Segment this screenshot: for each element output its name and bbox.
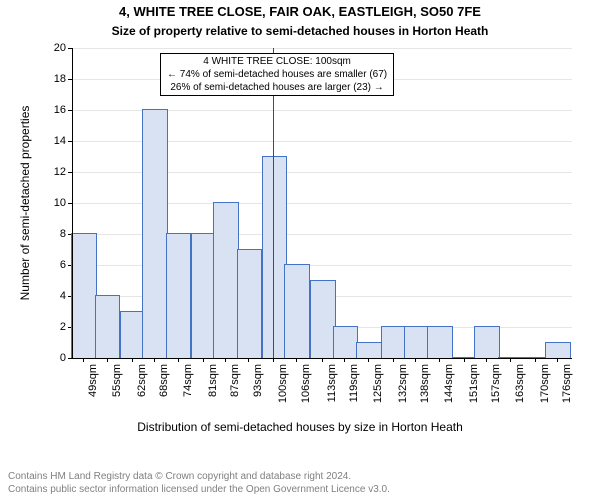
x-tick-label: 151sqm	[468, 364, 480, 403]
histogram-bar	[333, 326, 359, 358]
histogram-bar	[142, 109, 168, 358]
x-tick-label: 176sqm	[561, 364, 573, 403]
histogram-bar	[474, 326, 500, 358]
y-tick-label: 16	[54, 104, 66, 116]
y-tick-label: 18	[54, 73, 66, 85]
x-tick-label: 87sqm	[229, 364, 241, 397]
histogram-bar	[95, 295, 121, 358]
histogram-bar	[284, 264, 310, 358]
annotation-line1: 4 WHITE TREE CLOSE: 100sqm	[167, 55, 387, 68]
x-axis-label: Distribution of semi-detached houses by …	[0, 420, 600, 434]
histogram-bar	[356, 342, 382, 359]
plot-area: 0246810121416182049sqm55sqm62sqm68sqm74s…	[72, 48, 572, 358]
histogram-bar	[404, 326, 430, 358]
x-tick-label: 68sqm	[158, 364, 170, 397]
y-tick-label: 12	[54, 166, 66, 178]
footer-attribution: Contains HM Land Registry data © Crown c…	[8, 471, 390, 496]
x-tick-label: 138sqm	[419, 364, 431, 403]
x-tick-label: 74sqm	[182, 364, 194, 397]
histogram-bar	[166, 233, 192, 358]
histogram-bar	[237, 249, 263, 359]
x-tick-label: 163sqm	[514, 364, 526, 403]
y-tick-label: 4	[60, 290, 66, 302]
x-tick-label: 170sqm	[539, 364, 551, 403]
annotation-line3: 26% of semi-detached houses are larger (…	[167, 81, 387, 94]
x-tick-label: 157sqm	[490, 364, 502, 403]
histogram-bar	[71, 233, 97, 358]
histogram-bar	[213, 202, 239, 358]
histogram-bar	[545, 342, 571, 359]
x-tick-label: 132sqm	[397, 364, 409, 403]
y-axis-label: Number of semi-detached properties	[18, 48, 32, 358]
x-tick-label: 49sqm	[87, 364, 99, 397]
y-tick-label: 0	[60, 352, 66, 364]
y-tick-label: 6	[60, 259, 66, 271]
x-tick-label: 113sqm	[326, 364, 338, 402]
x-tick-label: 125sqm	[372, 364, 384, 403]
annotation-line2: ← 74% of semi-detached houses are smalle…	[167, 68, 387, 81]
x-tick-label: 106sqm	[300, 364, 312, 403]
x-tick-label: 62sqm	[136, 364, 148, 397]
x-tick-label: 93sqm	[252, 364, 264, 397]
y-tick-label: 14	[54, 135, 66, 147]
y-tick-label: 8	[60, 228, 66, 240]
chart-subtitle: Size of property relative to semi-detach…	[0, 24, 600, 38]
y-tick-label: 20	[54, 42, 66, 54]
y-tick-label: 2	[60, 321, 66, 333]
y-tick-label: 10	[54, 197, 66, 209]
x-tick-label: 119sqm	[348, 364, 360, 402]
x-tick-label: 100sqm	[277, 364, 289, 403]
x-tick-label: 81sqm	[207, 364, 219, 397]
footer-line2: Contains public sector information licen…	[8, 484, 390, 497]
annotation-box: 4 WHITE TREE CLOSE: 100sqm← 74% of semi-…	[160, 53, 394, 96]
x-tick-label: 144sqm	[443, 364, 455, 403]
chart-container: { "title": "4, WHITE TREE CLOSE, FAIR OA…	[0, 0, 600, 500]
histogram-bar	[427, 326, 453, 358]
x-tick-label: 55sqm	[111, 364, 123, 397]
footer-line1: Contains HM Land Registry data © Crown c…	[8, 471, 390, 484]
chart-title: 4, WHITE TREE CLOSE, FAIR OAK, EASTLEIGH…	[0, 4, 600, 19]
